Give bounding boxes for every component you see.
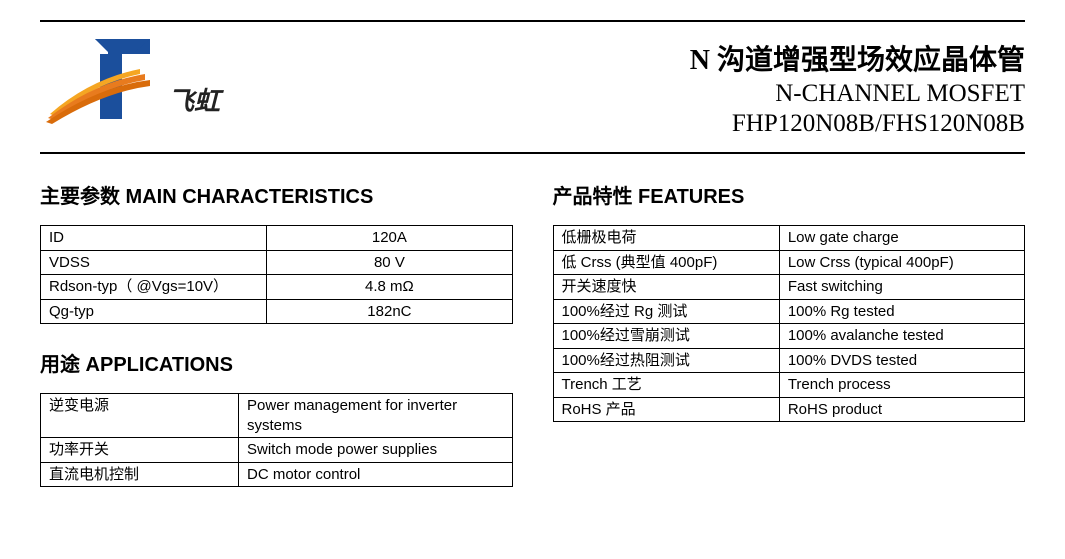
feature-cn-cell: 低栅极电荷 <box>553 226 779 251</box>
table-row: 100%经过 Rg 测试100% Rg tested <box>553 299 1025 324</box>
applications-heading: 用途 APPLICATIONS <box>40 348 513 377</box>
title-english: N-CHANNEL MOSFET <box>690 80 1025 108</box>
app-en-cell: Switch mode power supplies <box>239 438 512 463</box>
table-row: RoHS 产品RoHS product <box>553 397 1025 422</box>
table-row: Qg-typ182nC <box>41 299 513 324</box>
feature-cn-cell: 100%经过雪崩测试 <box>553 324 779 349</box>
table-row: 低栅极电荷Low gate charge <box>553 226 1025 251</box>
table-row: 100%经过雪崩测试100% avalanche tested <box>553 324 1025 349</box>
top-rule <box>40 20 1025 22</box>
feature-cn-cell: RoHS 产品 <box>553 397 779 422</box>
value-cell: 80 V <box>267 250 512 275</box>
feature-en-cell: Low Crss (typical 400pF) <box>779 250 1024 275</box>
feature-en-cell: 100% Rg tested <box>779 299 1024 324</box>
main-characteristics-table: ID120AVDSS80 VRdson-typ（ @Vgs=10V）4.8 mΩ… <box>40 225 513 324</box>
param-cell: VDSS <box>41 250 267 275</box>
feature-cn-cell: 100%经过 Rg 测试 <box>553 299 779 324</box>
table-row: VDSS80 V <box>41 250 513 275</box>
app-en-cell: DC motor control <box>239 462 512 487</box>
value-cell: 182nC <box>267 299 512 324</box>
table-row: 功率开关Switch mode power supplies <box>41 438 513 463</box>
table-row: 低 Crss (典型值 400pF)Low Crss (typical 400p… <box>553 250 1025 275</box>
part-number: FHP120N08B/FHS120N08B <box>690 110 1025 138</box>
feature-en-cell: Low gate charge <box>779 226 1024 251</box>
feature-en-cell: RoHS product <box>779 397 1024 422</box>
feature-cn-cell: 100%经过热阻测试 <box>553 348 779 373</box>
feature-en-cell: Trench process <box>779 373 1024 398</box>
feature-en-cell: 100% avalanche tested <box>779 324 1024 349</box>
table-row: ID120A <box>41 226 513 251</box>
main-characteristics-heading: 主要参数 MAIN CHARACTERISTICS <box>40 180 513 209</box>
table-row: 开关速度快Fast switching <box>553 275 1025 300</box>
title-chinese: N 沟道增强型场效应晶体管 <box>690 38 1025 78</box>
feature-en-cell: Fast switching <box>779 275 1024 300</box>
brand-name: 飞虹 <box>168 81 220 118</box>
table-row: Trench 工艺Trench process <box>553 373 1025 398</box>
feature-en-cell: 100% DVDS tested <box>779 348 1024 373</box>
param-cell: Rdson-typ（ @Vgs=10V） <box>41 275 267 300</box>
title-block: N 沟道增强型场效应晶体管 N-CHANNEL MOSFET FHP120N08… <box>690 34 1025 138</box>
features-heading: 产品特性 FEATURES <box>553 180 1026 209</box>
content-columns: 主要参数 MAIN CHARACTERISTICS ID120AVDSS80 V… <box>40 174 1025 511</box>
table-row: 直流电机控制DC motor control <box>41 462 513 487</box>
header: 飞虹 N 沟道增强型场效应晶体管 N-CHANNEL MOSFET FHP120… <box>40 28 1025 142</box>
app-cn-cell: 直流电机控制 <box>41 462 239 487</box>
feature-cn-cell: 低 Crss (典型值 400pF) <box>553 250 779 275</box>
table-row: 逆变电源Power management for inverter system… <box>41 394 513 438</box>
param-cell: ID <box>41 226 267 251</box>
logo-block: 飞虹 <box>40 34 220 124</box>
right-column: 产品特性 FEATURES 低栅极电荷Low gate charge低 Crss… <box>553 174 1026 511</box>
applications-table: 逆变电源Power management for inverter system… <box>40 393 513 487</box>
app-cn-cell: 功率开关 <box>41 438 239 463</box>
app-en-cell: Power management for inverter systems <box>239 394 512 438</box>
mid-rule <box>40 152 1025 154</box>
param-cell: Qg-typ <box>41 299 267 324</box>
app-cn-cell: 逆变电源 <box>41 394 239 438</box>
feature-cn-cell: 开关速度快 <box>553 275 779 300</box>
table-row: 100%经过热阻测试100% DVDS tested <box>553 348 1025 373</box>
value-cell: 120A <box>267 226 512 251</box>
left-column: 主要参数 MAIN CHARACTERISTICS ID120AVDSS80 V… <box>40 174 513 511</box>
value-cell: 4.8 mΩ <box>267 275 512 300</box>
features-table: 低栅极电荷Low gate charge低 Crss (典型值 400pF)Lo… <box>553 225 1026 422</box>
feature-cn-cell: Trench 工艺 <box>553 373 779 398</box>
table-row: Rdson-typ（ @Vgs=10V）4.8 mΩ <box>41 275 513 300</box>
